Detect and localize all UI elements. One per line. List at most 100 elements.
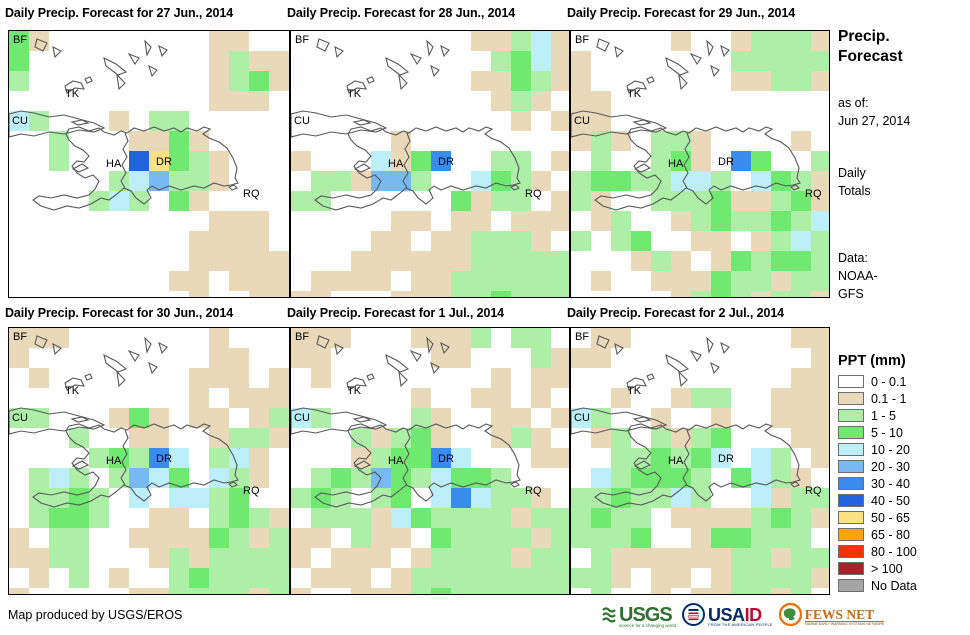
precip-cell	[311, 528, 331, 548]
precip-cell	[571, 348, 591, 368]
precip-cell	[691, 588, 711, 594]
precip-cell	[491, 528, 511, 548]
precip-cell	[249, 91, 269, 111]
precip-cell	[691, 151, 711, 171]
country-label-tk: TK	[627, 88, 642, 100]
precip-cell	[29, 568, 49, 588]
precip-cell	[471, 271, 491, 291]
coastline-outline	[291, 38, 521, 211]
precip-cell	[491, 51, 511, 71]
precip-cell	[571, 71, 591, 91]
precip-cell	[129, 171, 149, 191]
precip-cell	[129, 428, 149, 448]
precip-cell	[49, 468, 69, 488]
precip-cell	[491, 588, 511, 594]
precip-cell	[671, 211, 691, 231]
legend-swatch	[838, 494, 864, 507]
country-label-bf: BF	[295, 331, 310, 343]
precip-cell	[531, 291, 551, 297]
precip-cell	[351, 271, 371, 291]
precip-cell	[269, 388, 289, 408]
precip-cell	[229, 211, 249, 231]
precip-cell	[511, 251, 531, 271]
country-label-bf: BF	[13, 331, 28, 343]
precip-cell	[611, 328, 631, 348]
precip-cell	[9, 548, 29, 568]
precip-cell	[751, 508, 771, 528]
precip-cell	[249, 588, 269, 594]
precip-cell	[391, 448, 411, 468]
precip-cell	[771, 31, 791, 51]
precip-cell	[791, 508, 811, 528]
precip-cell	[491, 368, 511, 388]
precip-cell	[491, 231, 511, 251]
precip-cell	[229, 488, 249, 508]
precip-cell	[451, 548, 471, 568]
precip-cell	[391, 508, 411, 528]
precip-cell	[531, 388, 551, 408]
precip-cell	[411, 448, 431, 468]
precip-cell	[611, 231, 631, 251]
precip-cell	[249, 231, 269, 251]
precip-cell	[129, 151, 149, 171]
precip-cell	[291, 291, 311, 297]
precip-cell	[451, 488, 471, 508]
precip-cell	[591, 328, 611, 348]
precip-cell	[229, 568, 249, 588]
precip-cell	[571, 528, 591, 548]
data-source-block: Data: NOAA- GFS	[838, 249, 878, 303]
precip-cell	[229, 428, 249, 448]
precip-cell	[471, 488, 491, 508]
precip-cell	[209, 91, 229, 111]
precip-cell	[371, 231, 391, 251]
precip-cell	[411, 171, 431, 191]
precip-cell	[651, 151, 671, 171]
country-label-dr: DR	[156, 156, 172, 168]
precip-cell	[371, 448, 391, 468]
precip-cell	[731, 251, 751, 271]
precip-cell	[631, 251, 651, 271]
country-label-tk: TK	[347, 88, 362, 100]
precip-cell	[209, 588, 229, 594]
precip-cell	[711, 388, 731, 408]
precip-cell	[671, 448, 691, 468]
precip-cell	[471, 528, 491, 548]
precip-cell	[269, 508, 289, 528]
precip-cell	[391, 231, 411, 251]
precip-cell	[551, 588, 569, 594]
country-label-dr: DR	[718, 156, 734, 168]
precip-cell	[149, 428, 169, 448]
precip-cell	[491, 291, 511, 297]
precip-cell	[291, 588, 311, 594]
precip-cell	[771, 388, 791, 408]
precip-cell	[591, 348, 611, 368]
precip-cell	[511, 91, 531, 111]
precip-cell	[531, 588, 551, 594]
precip-cell	[269, 428, 289, 448]
precip-cell	[269, 528, 289, 548]
precip-cell	[49, 548, 69, 568]
precip-cell	[9, 348, 29, 368]
precip-cell	[269, 71, 289, 91]
precip-cell	[451, 568, 471, 588]
precip-cell	[109, 408, 129, 428]
precip-cell	[771, 271, 791, 291]
precip-cell	[691, 271, 711, 291]
fewsnet-logo: FEWS NET FAMINE EARLY WARNING SYSTEMS NE…	[778, 602, 885, 631]
precip-cell	[411, 251, 431, 271]
precip-cell	[209, 51, 229, 71]
sidebar-title-line2: Forecast	[838, 48, 903, 65]
panel-title: Daily Precip. Forecast for 2 Jul., 2014	[567, 306, 785, 320]
precip-cell	[351, 568, 371, 588]
precip-cell	[631, 508, 651, 528]
precip-cell	[511, 428, 531, 448]
precip-cell	[811, 548, 829, 568]
precip-cell	[451, 231, 471, 251]
precip-cell	[531, 568, 551, 588]
precip-cell	[291, 328, 311, 348]
precip-cell	[209, 31, 229, 51]
precip-cell	[351, 588, 371, 594]
precip-cell	[69, 548, 89, 568]
precip-cell	[791, 271, 811, 291]
sidebar-title-line1: Precip.	[838, 28, 890, 45]
